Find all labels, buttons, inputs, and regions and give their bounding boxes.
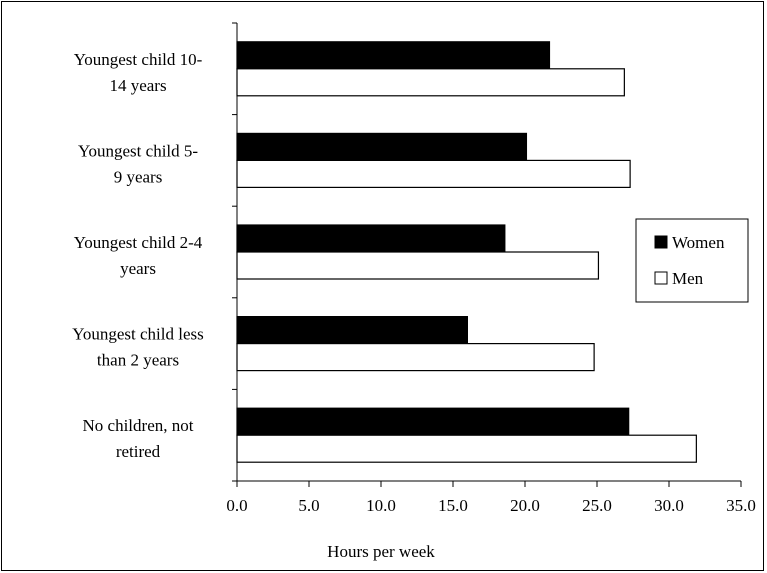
x-tick-label: 30.0 — [654, 496, 684, 515]
category-label: No children, not retired — [83, 416, 194, 461]
category-label: Youngest child 10- 14 years — [74, 50, 203, 95]
x-tick-label: 15.0 — [438, 496, 468, 515]
category-label-line: retired — [116, 442, 161, 461]
bar-men — [236, 434, 697, 463]
bar-women — [236, 407, 630, 436]
bar-men — [236, 159, 631, 188]
legend-box — [635, 218, 749, 303]
category-label-line: Youngest child 2-4 — [74, 233, 203, 252]
category-label-line: Youngest child 5- — [78, 141, 198, 160]
bar-women — [236, 132, 528, 161]
bar-women — [236, 41, 551, 70]
bar-men — [236, 343, 595, 372]
x-tick-label: 20.0 — [510, 496, 540, 515]
legend: Women Men — [635, 218, 749, 303]
x-tick-label: 0.0 — [226, 496, 247, 515]
category-label-line: Youngest child 10- — [74, 50, 203, 69]
category-label-line: 14 years — [109, 76, 166, 95]
bar-men — [236, 68, 625, 97]
category-label: Youngest child 2-4 years — [74, 233, 203, 278]
category-label-line: No children, not — [83, 416, 194, 435]
legend-label-women: Women — [672, 233, 725, 252]
bar-women — [236, 316, 468, 345]
bar-women — [236, 224, 506, 253]
bar-men — [236, 251, 600, 280]
legend-label-men: Men — [672, 269, 704, 288]
x-axis-label: Hours per week — [327, 542, 435, 561]
legend-swatch-men — [654, 271, 668, 285]
legend-swatch-women — [654, 235, 668, 249]
x-tick-label: 25.0 — [582, 496, 612, 515]
category-label-line: 9 years — [114, 167, 163, 186]
x-tick-label: 5.0 — [298, 496, 319, 515]
category-label-line: years — [120, 259, 156, 278]
x-tick-label: 35.0 — [726, 496, 756, 515]
category-label-line: Youngest child less — [72, 325, 203, 344]
category-label: Youngest child 5- 9 years — [78, 141, 198, 186]
x-tick-labels: 0.0 5.0 10.0 15.0 20.0 25.0 30.0 35.0 — [226, 496, 756, 515]
category-label: Youngest child less than 2 years — [72, 325, 203, 370]
bars — [236, 41, 697, 463]
category-label-line: than 2 years — [97, 351, 179, 370]
x-tick-label: 10.0 — [366, 496, 396, 515]
